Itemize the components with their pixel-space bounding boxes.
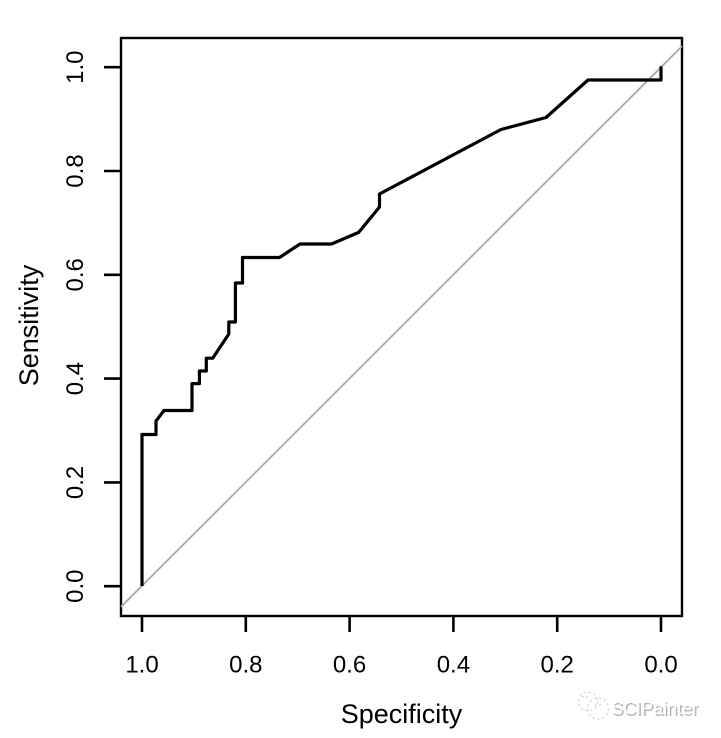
svg-text:0.8: 0.8 <box>62 154 89 187</box>
svg-text:0.4: 0.4 <box>62 362 89 395</box>
svg-text:0.2: 0.2 <box>541 652 574 679</box>
svg-text:0.0: 0.0 <box>62 570 89 603</box>
svg-text:Specificity: Specificity <box>341 699 463 729</box>
svg-text:1.0: 1.0 <box>62 51 89 84</box>
svg-text:SCIPainter: SCIPainter <box>613 700 700 720</box>
svg-text:1.0: 1.0 <box>125 652 158 679</box>
svg-text:SCIPainter: SCIPainter <box>611 698 698 718</box>
svg-text:0.6: 0.6 <box>62 258 89 291</box>
svg-text:0.2: 0.2 <box>62 466 89 499</box>
svg-text:0.6: 0.6 <box>333 652 366 679</box>
svg-text:0.4: 0.4 <box>437 652 470 679</box>
svg-text:Sensitivity: Sensitivity <box>14 264 44 386</box>
svg-text:··: ·· <box>581 689 589 703</box>
svg-text:··: ·· <box>594 697 602 711</box>
svg-text:0.8: 0.8 <box>229 652 262 679</box>
svg-text:0.0: 0.0 <box>644 652 677 679</box>
